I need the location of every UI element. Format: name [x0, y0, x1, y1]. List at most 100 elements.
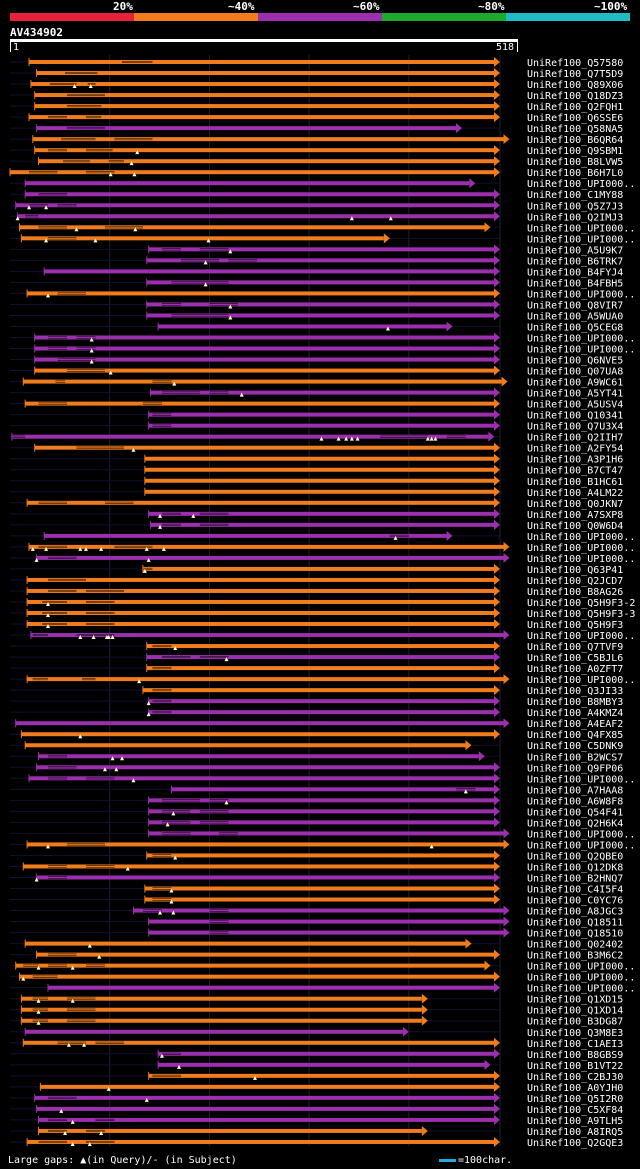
gap-marker	[78, 546, 83, 551]
hit-bar	[34, 335, 495, 340]
hit-arrow	[488, 431, 495, 442]
gap-marker	[63, 1130, 68, 1135]
hit-bar	[142, 566, 494, 571]
hit-bar	[40, 1084, 494, 1089]
hit-arrow	[402, 1026, 409, 1037]
gap-marker	[91, 635, 96, 640]
hit-arrow	[494, 387, 500, 398]
gap-marker	[97, 954, 102, 959]
gap-marker	[82, 1042, 87, 1047]
gap-marker	[70, 1141, 75, 1146]
hit-arrow	[494, 574, 500, 585]
hit-arrow	[494, 563, 500, 574]
hit-label: UniRef100_UPI000..	[527, 543, 635, 554]
gap-marker	[224, 657, 229, 662]
hit-label: UniRef100_Q2IIH7	[527, 433, 623, 444]
gap-marker	[125, 866, 130, 871]
hit-label: UniRef100_C2BJ30	[527, 1072, 623, 1083]
hit-bar	[148, 919, 504, 924]
hit-arrow	[494, 1092, 500, 1103]
hit-bar	[34, 148, 495, 153]
hit-bar	[148, 412, 494, 417]
hit-bar	[158, 324, 447, 329]
hit-label: UniRef100_B1VT22	[527, 1061, 623, 1072]
hit-bar	[36, 71, 495, 76]
hit-bar	[144, 467, 494, 472]
hit-label: UniRef100_A0YJH0	[527, 1083, 623, 1094]
hit-label: UniRef100_UPI000..	[527, 345, 635, 356]
hit-bar	[28, 776, 494, 781]
gap-marker	[108, 172, 113, 177]
hit-arrow	[494, 971, 500, 982]
hit-bar	[36, 1106, 495, 1111]
hit-label: UniRef100_Q89X06	[527, 80, 623, 91]
legend-label-20: 20%	[113, 0, 133, 13]
hit-bar	[15, 203, 495, 208]
hit-arrow	[494, 145, 500, 156]
gap-marker	[349, 436, 354, 441]
hit-label: UniRef100_Q18511	[527, 918, 623, 929]
hit-label: UniRef100_B2WCS7	[527, 752, 623, 763]
gap-marker	[36, 998, 41, 1003]
gap-marker	[137, 679, 142, 684]
hit-label: UniRef100_A2FY54	[527, 444, 623, 455]
hit-label: UniRef100_Q7TVF9	[527, 642, 623, 653]
gap-marker	[169, 888, 174, 893]
gap-marker	[131, 447, 136, 452]
gap-marker	[161, 546, 166, 551]
gap-marker	[70, 965, 75, 970]
hit-arrow	[421, 1004, 428, 1015]
hit-bar	[34, 445, 495, 450]
hit-bar	[19, 225, 485, 230]
hit-bar	[25, 192, 495, 197]
hit-arrow	[494, 244, 500, 255]
hit-label: UniRef100_UPI000..	[527, 829, 635, 840]
gap-marker	[99, 546, 104, 551]
hit-label: UniRef100_A7HAA8	[527, 785, 623, 796]
gap-marker	[344, 436, 349, 441]
hit-label: UniRef100_B3DG87	[527, 1017, 623, 1028]
hit-bar	[36, 126, 457, 131]
hit-arrow	[494, 729, 500, 740]
hit-label: UniRef100_B6H7L0	[527, 168, 623, 179]
hit-label: UniRef100_Q7U3X4	[527, 422, 623, 433]
gap-marker	[171, 910, 176, 915]
gap-marker	[114, 767, 119, 772]
hit-label: UniRef100_Q18510	[527, 929, 623, 940]
hit-label: UniRef100_UPI000..	[527, 984, 635, 995]
hit-arrow	[494, 795, 500, 806]
legend-label-100: ~100%	[594, 0, 628, 13]
hit-bar	[34, 357, 495, 362]
hit-bar	[21, 1007, 422, 1012]
hit-bar	[144, 456, 494, 461]
gap-marker	[106, 1086, 111, 1091]
hit-label: UniRef100_UPI000..	[527, 532, 635, 543]
hit-label: UniRef100_A4KMZ4	[527, 708, 623, 719]
gap-marker	[173, 855, 178, 860]
gap-marker	[132, 172, 137, 177]
gap-marker	[44, 546, 49, 551]
hit-arrow	[478, 751, 485, 762]
hit-arrow	[494, 519, 500, 530]
hit-bar	[148, 831, 504, 836]
hit-arrow	[494, 619, 500, 630]
hit-arrow	[494, 299, 500, 310]
hit-arrow	[484, 1059, 491, 1070]
legend-bar-60	[258, 13, 382, 21]
hit-bar	[28, 60, 494, 64]
gap-marker	[99, 1130, 104, 1135]
hit-arrow	[494, 57, 500, 67]
hit-arrow	[494, 850, 500, 861]
hit-bar	[34, 93, 495, 98]
hit-bar	[146, 853, 494, 858]
hit-label: UniRef100_A7SXP8	[527, 510, 623, 521]
gap-marker	[45, 624, 50, 629]
hit-bar	[146, 302, 494, 307]
hit-bar	[28, 544, 504, 549]
hit-arrow	[456, 123, 463, 134]
hit-label: UniRef100_Q7T5D9	[527, 69, 623, 80]
hit-label: UniRef100_UPI000..	[527, 554, 635, 565]
gap-marker	[393, 535, 398, 540]
gap-marker	[142, 568, 147, 573]
hit-bar	[148, 247, 494, 252]
